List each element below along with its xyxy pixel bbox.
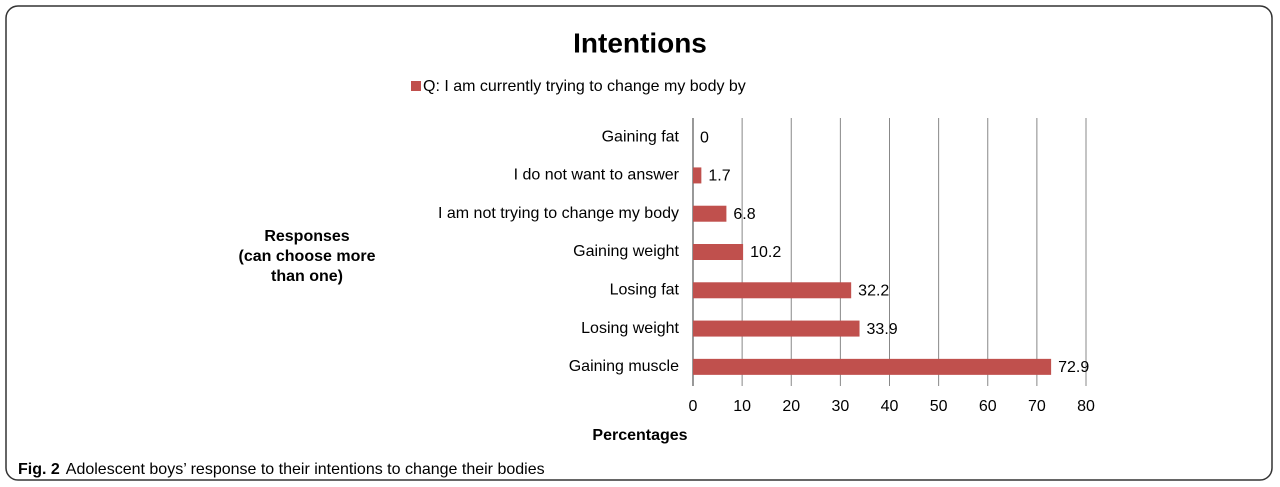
legend-label: Q: I am currently trying to change my bo… (423, 78, 746, 95)
y-axis-label: than one) (271, 268, 343, 285)
x-tick-label: 60 (979, 398, 997, 415)
x-tick-label: 40 (881, 398, 899, 415)
y-axis-label: Responses (264, 228, 349, 245)
data-label: 1.7 (708, 168, 730, 185)
legend-swatch (411, 81, 421, 91)
caption: Fig. 2 Adolescent boys’ response to their… (18, 461, 545, 478)
y-tick-label: I am not trying to change my body (438, 205, 679, 222)
y-tick-label: Losing weight (581, 320, 679, 337)
data-label: 0 (700, 129, 709, 146)
x-tick-label: 10 (733, 398, 751, 415)
y-tick-label: Losing fat (610, 282, 680, 299)
x-tick-label: 0 (689, 398, 698, 415)
frame (5, 5, 1273, 481)
x-tick-label: 20 (782, 398, 800, 415)
bar (693, 167, 702, 184)
data-label: 10.2 (750, 244, 781, 261)
x-tick-label: 80 (1077, 398, 1095, 415)
caption-label: Fig. 2 (18, 461, 60, 478)
y-tick-label: Gaining weight (573, 243, 679, 260)
bar (693, 244, 744, 260)
x-tick-label: 50 (930, 398, 948, 415)
x-axis-label: Percentages (592, 427, 687, 444)
y-tick-label: I do not want to answer (514, 167, 680, 184)
y-axis-label: (can choose more (239, 248, 376, 265)
y-tick-label: Gaining fat (602, 128, 680, 145)
bar (693, 358, 1052, 375)
bar (693, 205, 727, 222)
bar (693, 282, 852, 299)
caption-text: Adolescent boys’ response to their inten… (66, 461, 545, 478)
bar (693, 320, 860, 337)
data-label: 33.9 (867, 321, 898, 338)
data-label: 6.8 (733, 206, 755, 223)
chart-title: Intentions (573, 27, 707, 58)
y-tick-label: Gaining muscle (569, 358, 679, 375)
x-tick-label: 70 (1028, 398, 1046, 415)
data-label: 72.9 (1058, 359, 1089, 376)
x-tick-label: 30 (831, 398, 849, 415)
data-label: 32.2 (858, 283, 889, 300)
